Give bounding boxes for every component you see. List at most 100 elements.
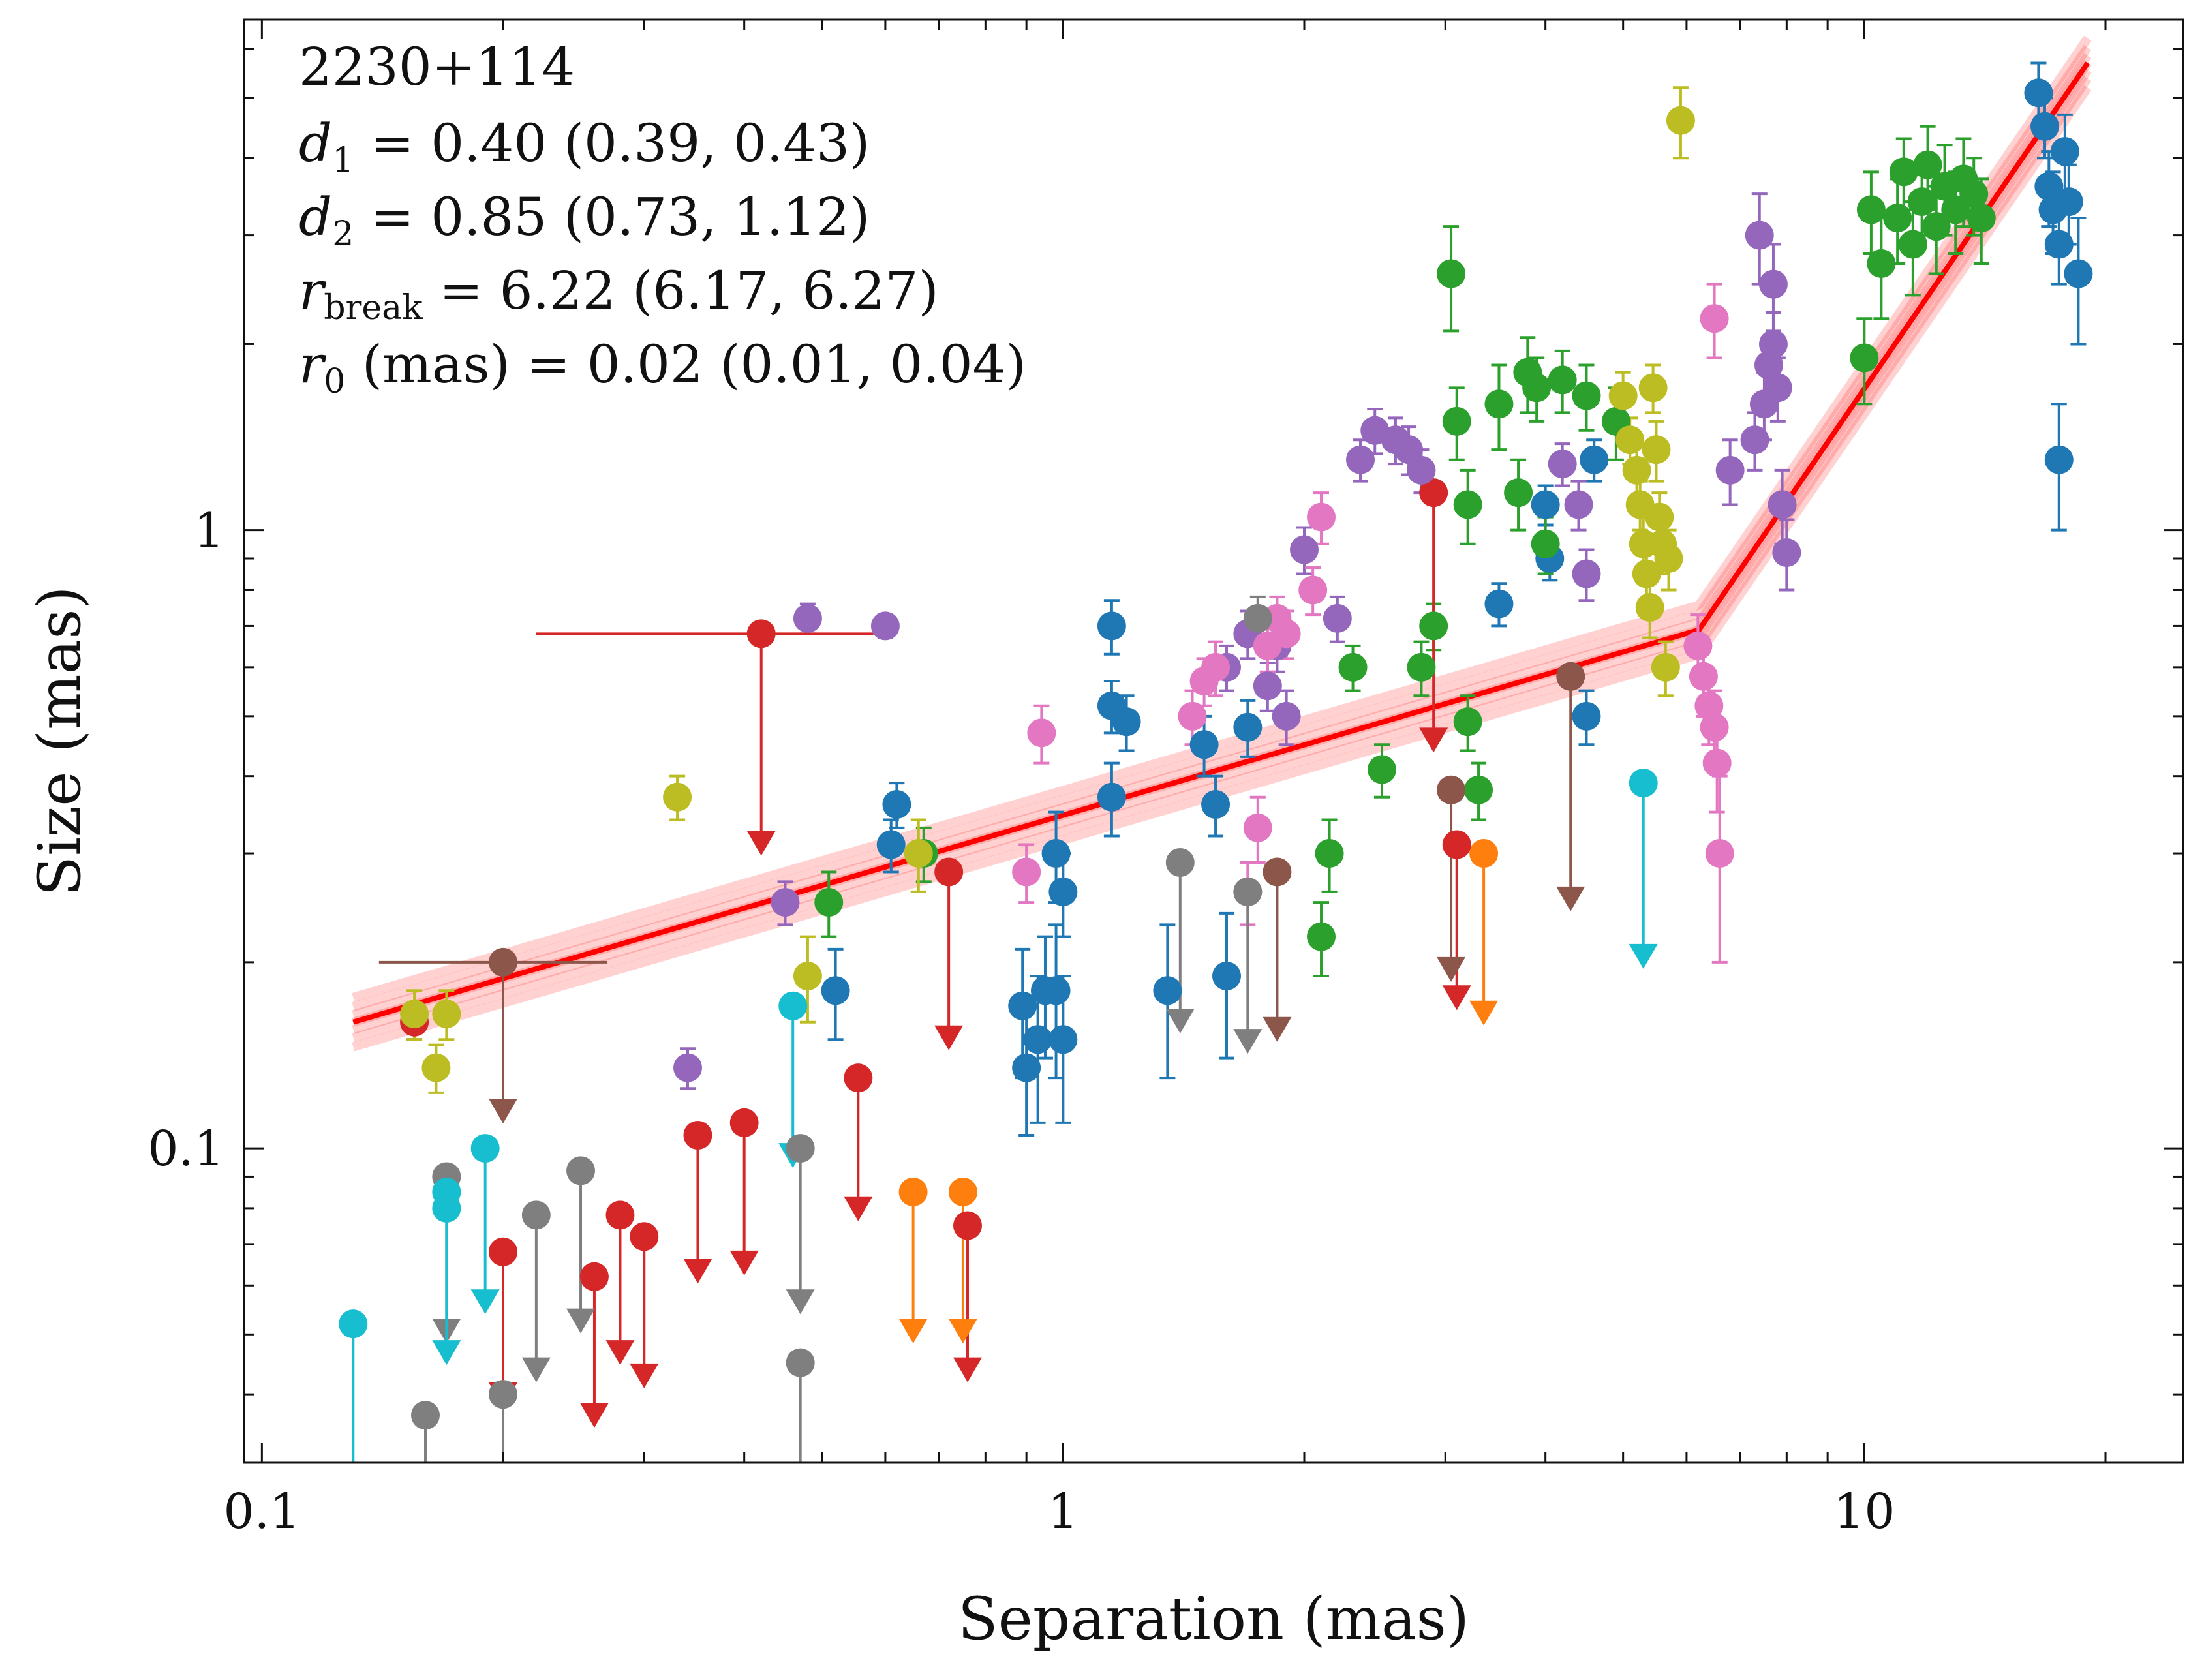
point-blue [876, 830, 906, 859]
point-green [1419, 611, 1448, 641]
tick-layer: 0.1 1 100.11 [147, 20, 2183, 1540]
point-olive [421, 1053, 451, 1082]
point-blue [882, 790, 911, 819]
point-olive [1622, 455, 1651, 485]
point-green [1921, 212, 1951, 241]
upper-limit-arrow [521, 1357, 551, 1382]
point-brown [1556, 662, 1585, 691]
y-tick-label: 0.1 [147, 1121, 224, 1177]
point-blue [1048, 877, 1078, 906]
point-green [1898, 230, 1927, 259]
point-green [1437, 259, 1466, 288]
point-blue [2030, 112, 2060, 141]
point-pink [1702, 748, 1732, 778]
upper-limit-arrow [1233, 1029, 1263, 1054]
point-blue [1048, 1025, 1078, 1054]
point-brown [1263, 857, 1292, 887]
upper-limit-arrow [1469, 1000, 1499, 1026]
point-pink [1201, 652, 1231, 682]
annotation-source: 2230+114 [299, 37, 575, 97]
annotation-d1: d1 = 0.40 (0.39, 0.43) [299, 113, 870, 180]
point-olive [1654, 544, 1683, 573]
point-purple [1572, 559, 1601, 588]
point-olive [432, 1000, 461, 1029]
point-olive [793, 961, 822, 990]
point-blue [1580, 445, 1609, 474]
annotation-r0-symbol: r [299, 334, 327, 395]
point-blue [1572, 701, 1601, 731]
point-green [1907, 187, 1936, 217]
point-olive [1632, 559, 1661, 588]
point-purple [870, 611, 900, 641]
point-blue [1023, 1025, 1052, 1054]
point-green [1484, 389, 1514, 419]
point-red [1419, 478, 1448, 508]
point-orange [948, 1177, 977, 1206]
point-blue [2050, 137, 2079, 166]
point-purple [1548, 450, 1577, 479]
point-purple [673, 1053, 703, 1082]
point-blue [2044, 445, 2074, 474]
y-axis-label: Size (mas) [25, 586, 94, 896]
point-olive [663, 782, 692, 812]
point-pink [1012, 857, 1041, 887]
point-blue [2044, 230, 2074, 259]
point-red [746, 619, 776, 649]
point-red [953, 1211, 982, 1240]
point-olive [1608, 381, 1638, 410]
point-blue [1531, 490, 1560, 519]
point-blue [1112, 707, 1141, 737]
point-purple [793, 603, 822, 633]
point-green [1531, 529, 1560, 558]
upper-limit-arrow [786, 1289, 815, 1315]
point-green [1504, 478, 1533, 508]
annotation-rbreak-sub: break [324, 288, 423, 328]
x-tick-label: 1 [1048, 1484, 1079, 1540]
upper-limit-arrow [898, 1319, 928, 1344]
point-blue [2034, 172, 2064, 201]
point-olive [1645, 502, 1674, 532]
point-orange [898, 1177, 928, 1206]
upper-limit-arrow [953, 1357, 982, 1382]
point-purple [1758, 269, 1788, 299]
annotation-d2-symbol: d [299, 187, 332, 247]
point-cyan [778, 991, 808, 1020]
point-green [1464, 775, 1493, 804]
point-olive [1642, 435, 1671, 465]
point-green [1889, 157, 1918, 187]
point-blue [1041, 839, 1071, 868]
upper-limit-arrow [1419, 727, 1448, 753]
point-purple [1272, 701, 1301, 731]
point-blue [2054, 187, 2083, 217]
point-green [1959, 179, 1989, 209]
upper-limit-arrow [489, 1098, 518, 1123]
point-red [844, 1063, 873, 1093]
point-green [1453, 707, 1482, 737]
upper-limit-arrow [566, 1308, 596, 1334]
plot-frame [243, 18, 2184, 1464]
x-tick-label: 0.1 [224, 1484, 301, 1540]
point-red [489, 1237, 518, 1266]
point-brown [1437, 775, 1466, 804]
point-olive [904, 839, 933, 868]
upper-limit-arrow [1165, 1009, 1195, 1034]
upper-limit-arrow [1629, 943, 1658, 969]
point-gray [786, 1134, 815, 1163]
point-cyan [470, 1134, 500, 1163]
point-purple [1715, 455, 1745, 485]
point-green [1442, 406, 1471, 436]
point-pink [1298, 575, 1328, 605]
point-purple [1758, 329, 1788, 359]
point-red [1442, 830, 1471, 859]
point-pink [1178, 701, 1207, 731]
point-purple [771, 888, 800, 917]
upper-limit-arrow [1442, 985, 1471, 1011]
point-pink [1694, 691, 1724, 720]
point-red [934, 857, 964, 887]
point-blue [1097, 611, 1126, 641]
annotation-d2: d2 = 0.85 (0.73, 1.12) [299, 187, 870, 254]
upper-limit-arrow [746, 831, 776, 856]
point-olive [1635, 593, 1664, 622]
annotation-d1-text: = 0.40 (0.39, 0.43) [354, 113, 870, 174]
